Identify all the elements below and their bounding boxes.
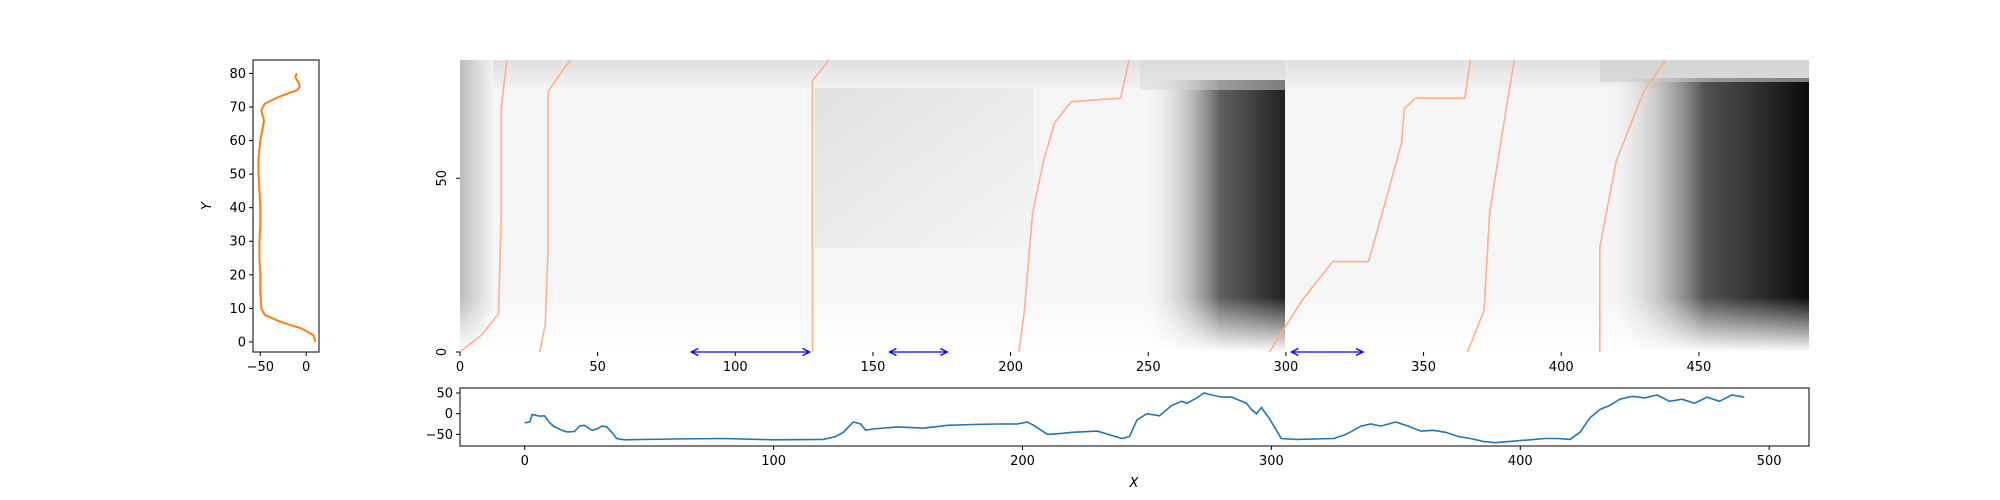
boundary-lines bbox=[460, 60, 1667, 352]
arrow-head-right bbox=[1355, 347, 1365, 357]
main-ytick-label: 50 bbox=[435, 170, 450, 187]
left-ytick-label: 0 bbox=[238, 335, 246, 350]
left-ytick-label: 60 bbox=[229, 134, 246, 149]
main-ytick-label: 0 bbox=[435, 348, 450, 356]
bottom-profile-line bbox=[524, 392, 1745, 444]
main-xtick-label: 0 bbox=[456, 360, 464, 375]
bottom-ytick-label: 50 bbox=[436, 386, 453, 401]
bottom-xtick-label: 400 bbox=[1508, 454, 1533, 469]
arrow-head-left bbox=[1289, 347, 1299, 357]
bottom-xtick-label: 0 bbox=[521, 454, 529, 469]
left-profile-line bbox=[257, 72, 317, 343]
left-ytick-label: 30 bbox=[229, 235, 246, 250]
left-xtick-label: −50 bbox=[247, 360, 274, 375]
main-xtick-label: 450 bbox=[1686, 360, 1711, 375]
left-xtick-label: 0 bbox=[302, 360, 310, 375]
boundary-line bbox=[1018, 60, 1130, 352]
blue-arrows bbox=[689, 347, 1365, 357]
left-ytick-label: 70 bbox=[229, 100, 246, 115]
heatmap-top-band bbox=[460, 60, 1809, 88]
boundary-line bbox=[811, 60, 830, 352]
bottom-xtick-label: 100 bbox=[761, 454, 786, 469]
left-ytick-label: 80 bbox=[229, 67, 246, 82]
left-ytick-label: 20 bbox=[229, 268, 246, 283]
heatmap-image bbox=[460, 60, 1809, 352]
bottom-xtick-label: 300 bbox=[1259, 454, 1284, 469]
main-xtick-label: 150 bbox=[861, 360, 886, 375]
bottom-xtick-label: 500 bbox=[1757, 454, 1782, 469]
arrow-head-right bbox=[802, 347, 812, 357]
boundary-line bbox=[539, 60, 571, 352]
main-xtick-label: 50 bbox=[589, 360, 606, 375]
arrow-head-left bbox=[689, 347, 699, 357]
heatmap-dark-cap-1 bbox=[1140, 60, 1285, 90]
arrow-head-right bbox=[940, 347, 949, 357]
boundary-line bbox=[1599, 60, 1667, 352]
bottom-xtick-label: 200 bbox=[1010, 454, 1035, 469]
bottom-axes-frame bbox=[459, 387, 1810, 447]
boundary-line bbox=[1268, 60, 1472, 352]
bottom-ytick-label: 0 bbox=[445, 407, 453, 422]
boundary-line bbox=[460, 60, 508, 352]
main-xtick-label: 200 bbox=[998, 360, 1023, 375]
main-xtick-label: 400 bbox=[1549, 360, 1574, 375]
heatmap-dark-cap-2 bbox=[1600, 60, 1809, 82]
main-xtick-label: 350 bbox=[1411, 360, 1436, 375]
left-axes-frame bbox=[252, 59, 320, 353]
heatmap-middle-shade bbox=[815, 88, 1033, 248]
left-ytick-label: 10 bbox=[229, 302, 246, 317]
main-image-panel: 0 50 100 150 200 250 300 350 400 450 0 50 bbox=[435, 60, 1809, 375]
heatmap-bottom-fade bbox=[460, 230, 1809, 352]
bottom-x-axis-label: X bbox=[1129, 476, 1140, 491]
bottom-ytick-label: −50 bbox=[426, 428, 453, 443]
main-ticks: 0 50 100 150 200 250 300 350 400 450 0 50 bbox=[435, 170, 1711, 375]
main-xtick-label: 300 bbox=[1274, 360, 1299, 375]
main-xtick-label: 250 bbox=[1136, 360, 1161, 375]
left-ytick-label: 40 bbox=[229, 201, 246, 216]
arrow-head-left bbox=[888, 347, 897, 357]
left-ytick-label: 50 bbox=[229, 168, 246, 183]
main-xtick-label: 100 bbox=[723, 360, 748, 375]
boundary-line bbox=[1466, 60, 1516, 352]
left-y-axis-label: Y bbox=[200, 201, 215, 210]
